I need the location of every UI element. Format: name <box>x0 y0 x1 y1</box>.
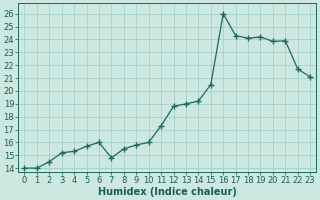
X-axis label: Humidex (Indice chaleur): Humidex (Indice chaleur) <box>98 187 237 197</box>
